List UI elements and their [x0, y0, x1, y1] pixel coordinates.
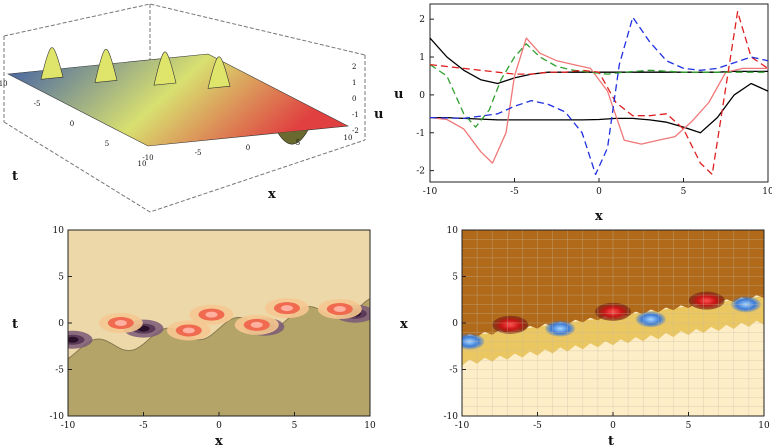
y-tick-label: 0	[419, 91, 425, 101]
x-tick-label: 0	[610, 421, 616, 431]
y-tick-label: 10	[447, 226, 459, 236]
series-line	[429, 43, 768, 128]
peak-contour-core	[182, 327, 195, 334]
peak-contour-core	[250, 321, 263, 328]
density-contour-chart: -10 -5 0 5 10 -10 -5 0 5 10 x t	[12, 226, 376, 448]
surface-peak	[40, 47, 64, 80]
surface-peak	[207, 56, 231, 89]
axis-label-x: t	[608, 434, 614, 448]
y-tick-label: -1	[416, 129, 425, 139]
series-line	[430, 82, 769, 134]
series-line	[429, 16, 769, 176]
surface-u-tick-label: -2	[352, 127, 359, 135]
x-tick-label: -5	[533, 421, 542, 431]
y-tick-label: 1	[419, 53, 425, 63]
x-tick-label: 10	[364, 421, 376, 431]
y-tick-label: 0	[58, 319, 64, 329]
trough-contour-core	[68, 336, 79, 343]
surface-u-tick-label: 0	[352, 95, 356, 103]
surface-t-tick-label: -5	[34, 100, 41, 108]
surface-t-tick-label: -10	[0, 80, 8, 88]
surface-t-tick-label: 0	[70, 120, 74, 128]
x-tick-label: -5	[139, 421, 148, 431]
grid-lines	[462, 230, 764, 416]
axis-label-x: x	[215, 434, 223, 448]
peak-contour-core	[333, 306, 346, 313]
x-tick-label: 0	[216, 421, 222, 431]
surface-x-tick-label: 0	[246, 144, 250, 152]
y-tick-label: -10	[444, 412, 459, 422]
axis-label-t: t	[12, 169, 18, 184]
peak-contour-core	[280, 305, 293, 312]
y-tick-label: 5	[58, 273, 64, 283]
axis-label-t: t	[12, 317, 18, 332]
x-tick-label: -10	[423, 187, 438, 197]
contour-blobs	[68, 298, 370, 349]
surface-base-plane	[6, 53, 350, 147]
x-tick-label: -5	[510, 187, 519, 197]
grid-ticks: -10 -5 0 5 10 -10 -5 0 5 10	[444, 226, 770, 431]
surface-x-tick-label: 10	[344, 134, 353, 142]
surface-trough	[277, 129, 309, 145]
surface-x-tick-label: -5	[195, 149, 202, 157]
x-tick-label: 5	[292, 421, 298, 431]
x-tick-label: 10	[762, 187, 772, 197]
axis-label-y: x	[400, 317, 408, 332]
y-tick-label: -10	[50, 412, 65, 422]
series-line	[429, 37, 768, 164]
y-tick-label: 2	[419, 15, 425, 25]
peak-contour-core	[205, 311, 218, 318]
series-group	[429, 10, 769, 176]
y-tick-label: -2	[416, 167, 425, 177]
peak-contour-core	[114, 320, 127, 326]
x-tick-label: 0	[596, 187, 602, 197]
axis-label-x: x	[268, 187, 276, 202]
x-tick-label: -10	[455, 421, 470, 431]
red-blob	[688, 291, 725, 310]
contour-ticks: -10 -5 0 5 10 -10 -5 0 5 10	[50, 226, 376, 431]
surface-x-tick-label: -10	[142, 154, 153, 162]
surface-u-tick-label: 2	[352, 63, 356, 71]
axis-label-u: u	[374, 107, 383, 122]
density-grid-chart: -10 -5 0 5 10 -10 -5 0 5 10 t x	[400, 226, 770, 448]
y-tick-label: -5	[449, 366, 458, 376]
surface-x-tick-label: 5	[296, 139, 300, 147]
axis-label-u: u	[394, 87, 403, 102]
y-tick-label: -5	[55, 366, 64, 376]
surface-mesh	[6, 47, 350, 147]
surface-t-tick-label: 10	[138, 160, 147, 168]
red-blob	[492, 315, 529, 334]
x-tick-label: 5	[686, 421, 692, 431]
surface-u-tick-label: -1	[352, 111, 359, 119]
surface-peak	[153, 51, 177, 86]
x-tick-label: -10	[61, 421, 76, 431]
y-tick-label: 10	[53, 226, 65, 236]
x-tick-label: 5	[681, 187, 687, 197]
plot-frame	[429, 3, 769, 183]
surface-u-tick-label: 1	[352, 79, 356, 87]
y-tick-label: 5	[452, 273, 458, 283]
surface-t-tick-label: 5	[105, 140, 109, 148]
axis-label-x: x	[595, 209, 603, 224]
y-tick-label: 0	[452, 319, 458, 329]
surface-peak	[94, 49, 118, 83]
series-line	[429, 10, 769, 176]
x-tick-label: 10	[758, 421, 770, 431]
